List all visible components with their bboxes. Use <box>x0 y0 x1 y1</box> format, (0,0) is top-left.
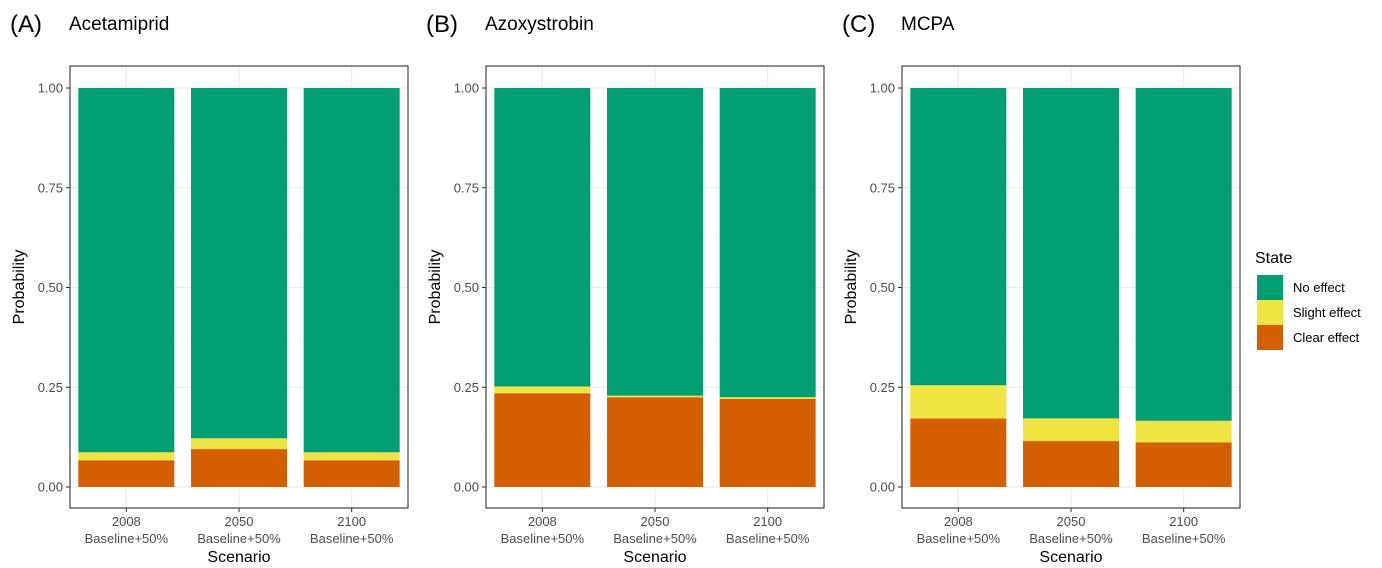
panel-3-y-tick-label: 0.00 <box>870 480 895 495</box>
panel-3-y-tick-label: 0.75 <box>870 180 895 195</box>
panel-1-bar-2008-slight-effect <box>78 452 175 461</box>
panel-2-x-tick-scenario: Baseline+50% <box>726 531 810 546</box>
panel-3-x-axis-title: Scenario <box>1039 549 1102 566</box>
panel-2-title: Azoxystrobin <box>485 14 594 35</box>
panel-2-label: (B) <box>426 11 458 38</box>
panel-1-x-tick-year: 2050 <box>225 514 254 529</box>
panel-3-y-tick-label: 1.00 <box>870 81 895 96</box>
panel-3-y-tick-label: 0.50 <box>870 280 895 295</box>
panel-3-bar-2100-slight-effect <box>1135 420 1232 443</box>
legend-swatch-no-effect <box>1257 275 1283 300</box>
panel-1-y-tick-label: 0.00 <box>38 480 63 495</box>
panel-2-bar-2008-clear-effect <box>494 393 591 487</box>
panel-3-bar-2008-no-effect <box>910 88 1007 386</box>
panel-2-y-tick-label: 0.00 <box>454 480 479 495</box>
legend-swatch-slight-effect <box>1257 300 1283 325</box>
panel-3-bar-2050-clear-effect <box>1023 441 1119 487</box>
panel-3-bar-2050-no-effect <box>1023 88 1119 419</box>
legend-swatch-clear-effect <box>1257 325 1283 350</box>
panel-2-y-tick-label: 0.75 <box>454 180 479 195</box>
panel-2-x-tick-year: 2008 <box>528 514 557 529</box>
panel-2-bar-2100-no-effect <box>719 88 816 398</box>
panel-3-x-tick-year: 2008 <box>944 514 973 529</box>
panel-3-bar-2100-clear-effect <box>1135 442 1232 487</box>
panel-1-y-tick-label: 0.50 <box>38 280 63 295</box>
panel-3-y-axis-title: Probability <box>843 250 860 325</box>
panel-2-bar-2008-no-effect <box>494 88 591 387</box>
panel-2-y-tick-label: 0.25 <box>454 380 479 395</box>
panel-2-bar-2008-slight-effect <box>494 386 591 394</box>
panel-3-x-tick-year: 2100 <box>1169 514 1198 529</box>
panel-2-bar-2050-no-effect <box>607 88 703 396</box>
panel-1-x-tick-year: 2008 <box>112 514 141 529</box>
panel-3-x-tick-scenario: Baseline+50% <box>1142 531 1226 546</box>
panel-1-y-tick-label: 0.75 <box>38 180 63 195</box>
panel-2-bar-2050-slight-effect <box>607 395 703 398</box>
panel-1-x-axis-title: Scenario <box>207 549 270 566</box>
legend-label-slight-effect: Slight effect <box>1293 305 1361 320</box>
panel-2-y-tick-label: 0.50 <box>454 280 479 295</box>
panel-2-bar-2050-clear-effect <box>607 397 703 487</box>
panel-1-x-tick-year: 2100 <box>337 514 366 529</box>
panel-3-title: MCPA <box>901 14 955 35</box>
panel-1-bar-2100-clear-effect <box>303 460 400 487</box>
panel-1-bar-2008-clear-effect <box>78 460 175 487</box>
panel-1-y-axis-title: Probability <box>11 250 28 325</box>
panel-3-y-tick-label: 0.25 <box>870 380 895 395</box>
panel-3-x-tick-year: 2050 <box>1057 514 1086 529</box>
panel-1-bar-2050-no-effect <box>191 88 287 439</box>
panel-3-label: (C) <box>842 11 875 38</box>
panel-3-bar-2050-slight-effect <box>1023 418 1119 442</box>
panel-2-bar-2100-clear-effect <box>719 398 816 487</box>
panel-2-x-tick-year: 2100 <box>753 514 782 529</box>
panel-1-bar-2050-clear-effect <box>191 449 287 487</box>
panel-3-bar-2100-no-effect <box>1135 88 1232 421</box>
panel-1-x-tick-scenario: Baseline+50% <box>85 531 169 546</box>
panel-2-y-axis-title: Probability <box>427 250 444 325</box>
panel-2-x-tick-year: 2050 <box>641 514 670 529</box>
panel-3-bar-2008-slight-effect <box>910 385 1007 419</box>
panel-1-bar-2050-slight-effect <box>191 438 287 450</box>
panel-3-x-tick-scenario: Baseline+50% <box>1029 531 1113 546</box>
panel-1-x-tick-scenario: Baseline+50% <box>197 531 281 546</box>
panel-3-bar-2008-clear-effect <box>910 418 1007 487</box>
panel-2-y-tick-label: 1.00 <box>454 81 479 96</box>
legend-label-no-effect: No effect <box>1293 280 1345 295</box>
panel-2-x-tick-scenario: Baseline+50% <box>613 531 697 546</box>
panel-1-bar-2100-no-effect <box>303 88 400 453</box>
panel-1-bar-2008-no-effect <box>78 88 175 453</box>
panel-1-bar-2100-slight-effect <box>303 452 400 461</box>
panel-2-x-axis-title: Scenario <box>623 549 686 566</box>
panel-1-x-tick-scenario: Baseline+50% <box>310 531 394 546</box>
panel-1-title: Acetamiprid <box>69 14 169 35</box>
panel-1-label: (A) <box>10 11 42 38</box>
legend-title: State <box>1255 250 1292 267</box>
panel-1-y-tick-label: 1.00 <box>38 81 63 96</box>
legend-label-clear-effect: Clear effect <box>1293 330 1360 345</box>
panel-1-y-tick-label: 0.25 <box>38 380 63 395</box>
panel-2-x-tick-scenario: Baseline+50% <box>501 531 585 546</box>
panel-3-x-tick-scenario: Baseline+50% <box>917 531 1001 546</box>
panel-2-bar-2100-slight-effect <box>719 397 816 399</box>
